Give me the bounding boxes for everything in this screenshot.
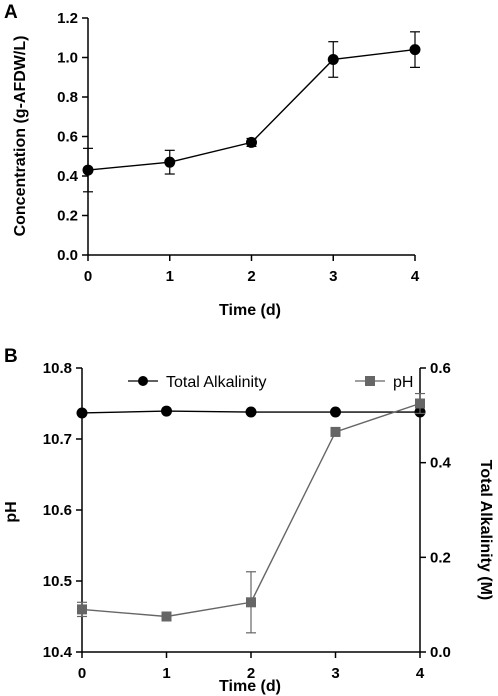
panel-a-y-axis-title: Concentration (g-AFDW/L) — [12, 36, 29, 237]
data-point — [77, 604, 87, 615]
data-point — [76, 407, 88, 419]
x-tick-label: 0 — [78, 665, 86, 682]
data-point — [327, 53, 339, 65]
data-point — [246, 597, 256, 608]
y2-tick-label: 0.2 — [430, 549, 451, 566]
data-point — [330, 406, 341, 418]
legend-ph-marker — [365, 376, 375, 386]
panel-b-letter: B — [4, 346, 18, 367]
data-point — [330, 426, 341, 437]
y-tick-label: 1.2 — [57, 10, 78, 27]
y-tick-label: 10.4 — [43, 644, 73, 661]
x-tick-label: 2 — [247, 665, 255, 682]
data-point — [246, 136, 257, 148]
panel-a-x-axis-title: Time (d) — [219, 302, 281, 319]
y-tick-label: 0.4 — [57, 168, 79, 185]
panel-b-right-y-axis-title: Total Alkalinity (M) — [477, 460, 494, 600]
panel-b-chart: B pH Total Alkalinity (M) Time (d) Total… — [3, 346, 494, 695]
y-tick-label: 0.8 — [57, 89, 78, 106]
panel-a-ticks: 0 1 2 3 4 0.0 0.2 0.4 0.6 0.8 1.0 1.2 — [57, 10, 420, 285]
x-tick-label: 2 — [247, 268, 255, 285]
y-tick-label: 0.2 — [57, 208, 78, 225]
panel-b-marks — [76, 392, 426, 634]
panel-a-marks — [82, 31, 421, 193]
data-point — [82, 164, 94, 176]
y-tick-label: 10.8 — [43, 360, 72, 377]
y-tick-label: 10.5 — [43, 573, 72, 590]
y2-tick-label: 0.4 — [430, 455, 452, 472]
data-point — [415, 398, 425, 409]
panel-a-chart: A Concentration (g-AFDW/L) Time (d) 0 1 2 3… — [4, 2, 421, 319]
data-point — [164, 156, 176, 168]
x-tick-label: 1 — [162, 665, 170, 682]
panel-b-left-y-axis-title: pH — [3, 501, 20, 522]
data-point — [245, 406, 257, 418]
x-tick-label: 4 — [416, 665, 425, 682]
x-tick-label: 0 — [84, 268, 92, 285]
legend-total-alkalinity-label: Total Alkalinity — [166, 374, 267, 391]
data-point — [161, 611, 172, 622]
panel-b-x-axis-title: Time (d) — [219, 678, 281, 695]
data-point — [161, 405, 172, 417]
x-tick-label: 4 — [411, 268, 420, 285]
y-tick-label: 10.6 — [43, 502, 72, 519]
y-tick-label: 1.0 — [57, 50, 78, 67]
x-tick-label: 1 — [166, 268, 174, 285]
series-line — [87, 48, 416, 171]
y2-tick-label: 0.0 — [430, 644, 451, 661]
legend-ph-label: pH — [393, 374, 413, 391]
y-tick-label: 0.0 — [57, 247, 78, 264]
panel-b-legend: Total Alkalinity pH — [128, 374, 413, 391]
panel-b-ticks: 0 1 2 3 4 10.4 10.5 10.6 10.7 10.8 0.0 0.2 0.4 0.6 — [43, 360, 452, 682]
panel-a-letter: A — [4, 2, 18, 23]
y-tick-label: 10.7 — [43, 431, 72, 448]
x-tick-label: 3 — [329, 268, 337, 285]
y-tick-label: 0.6 — [57, 129, 78, 146]
y2-tick-label: 0.6 — [430, 360, 451, 377]
x-tick-label: 3 — [331, 665, 339, 682]
legend-total-alkalinity-marker — [138, 376, 148, 386]
data-point — [409, 44, 421, 56]
